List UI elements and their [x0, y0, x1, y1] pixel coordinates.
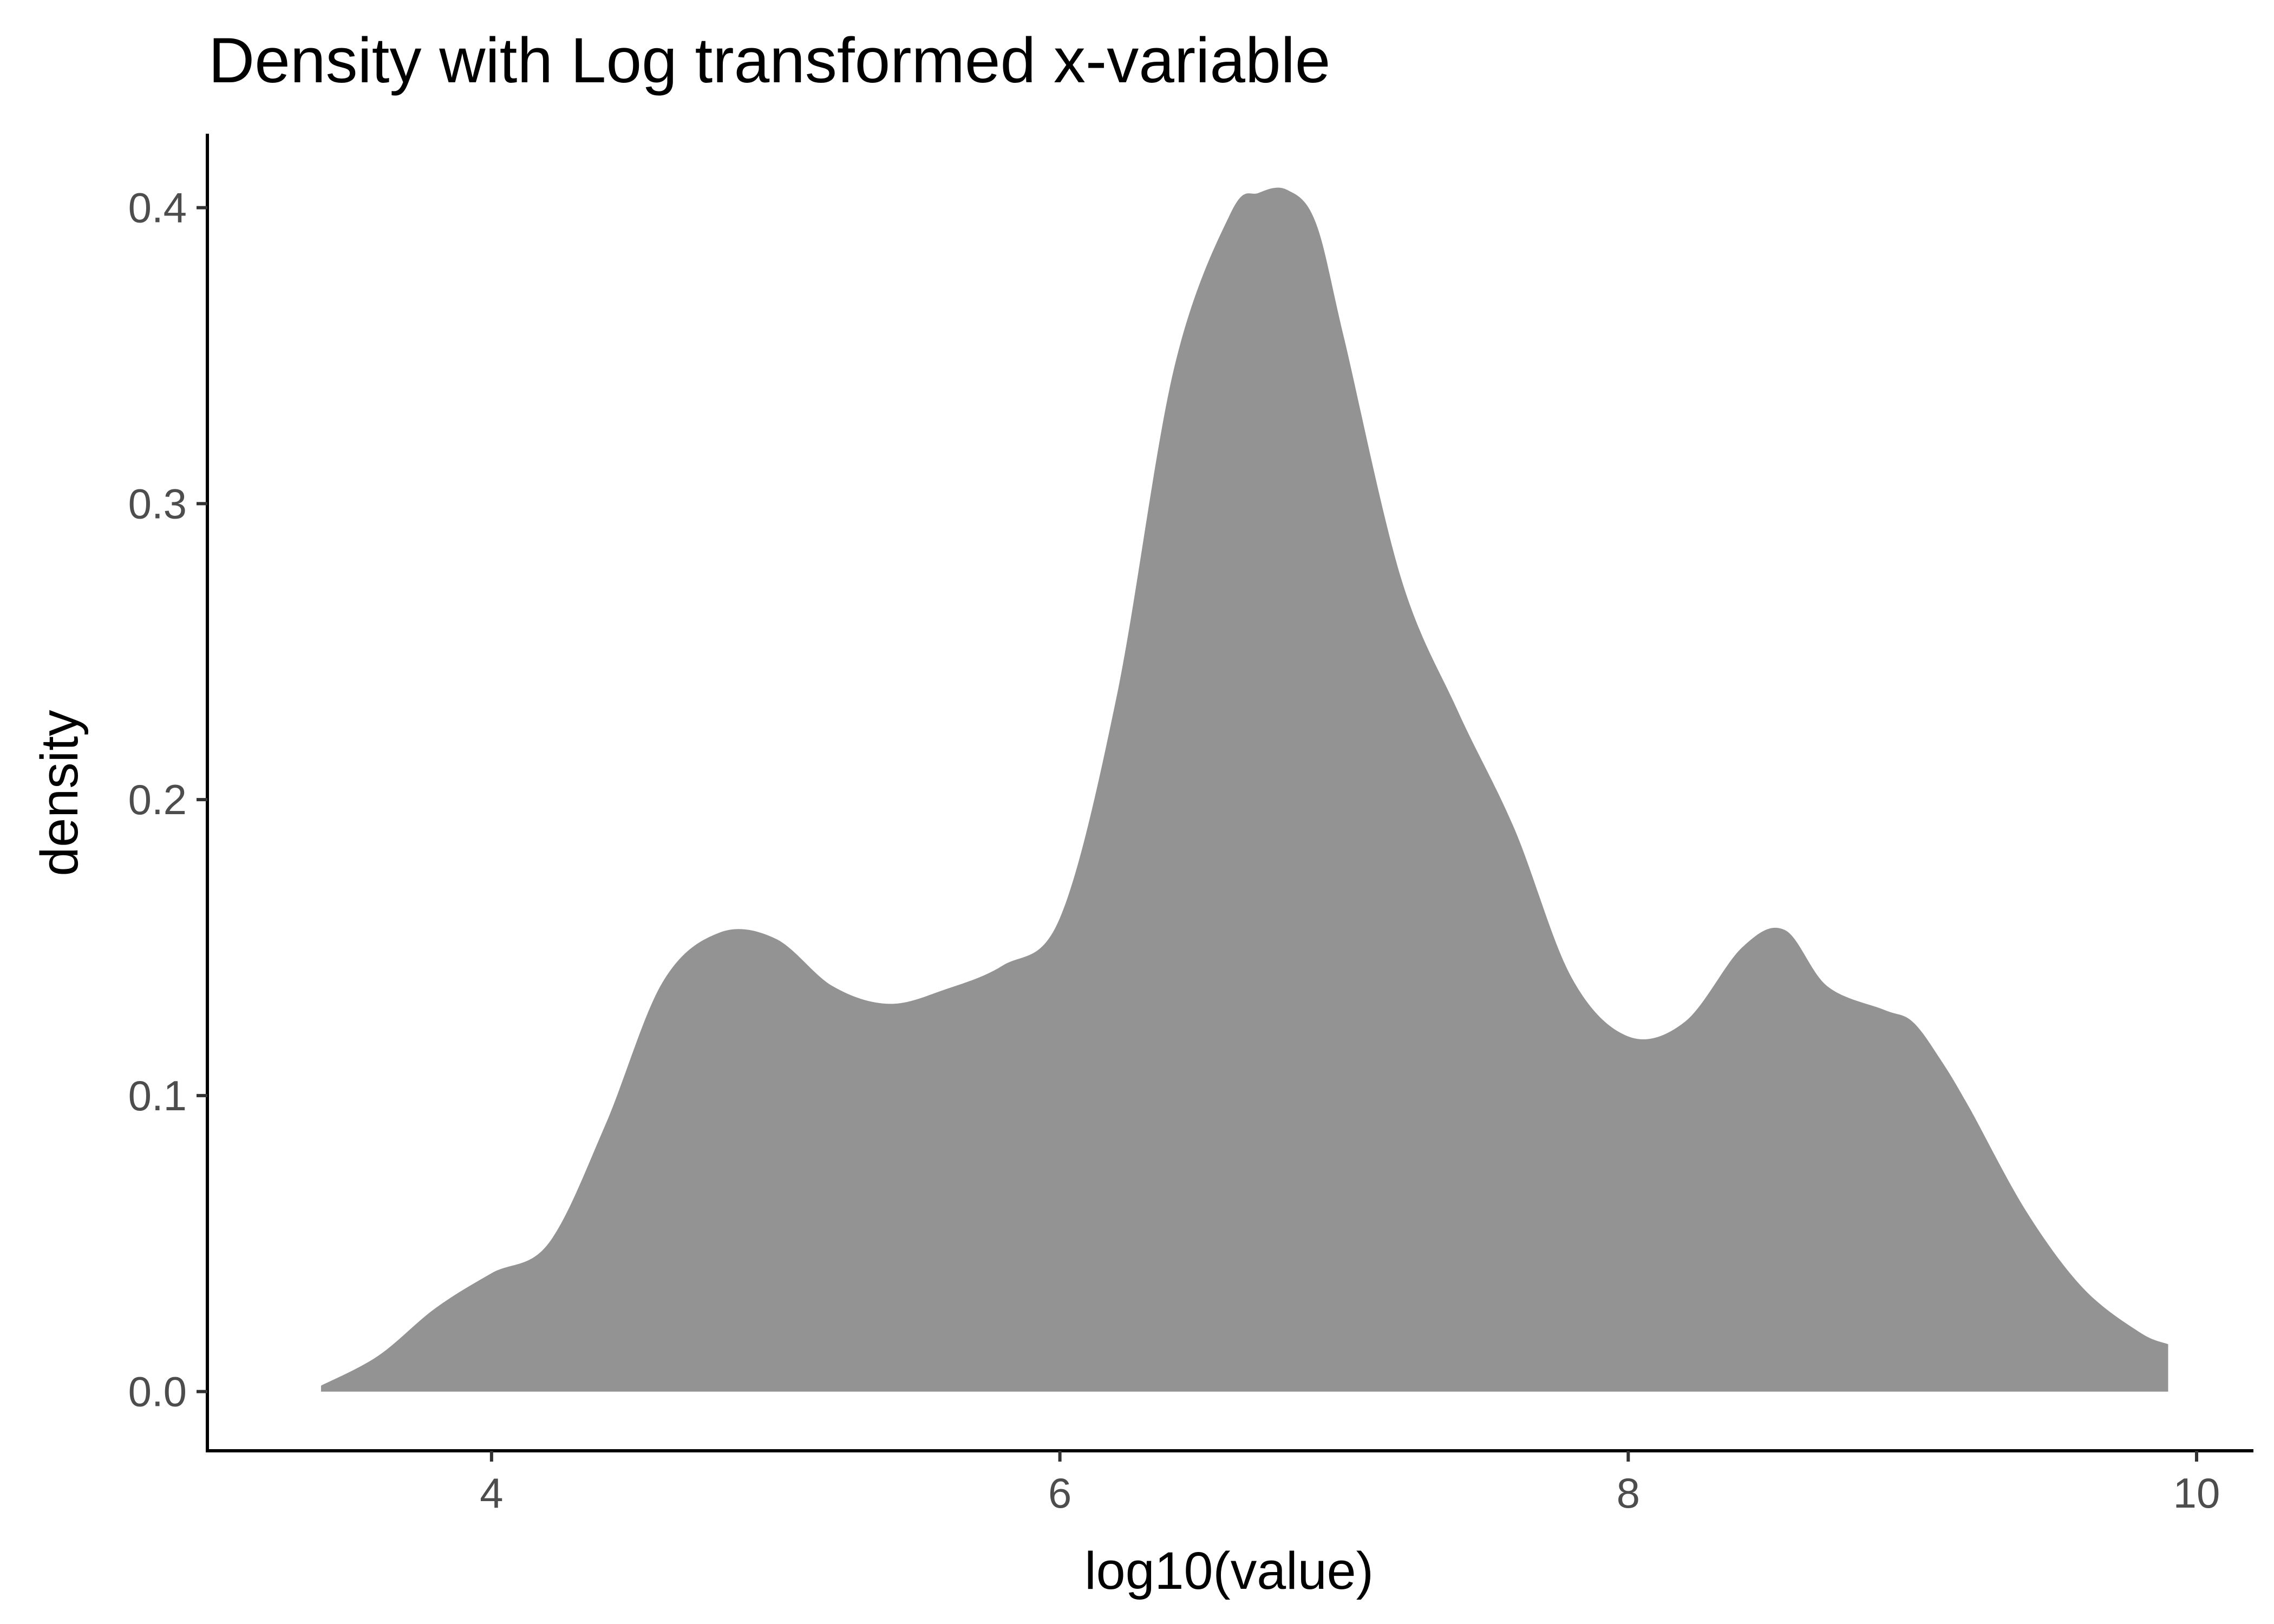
y-tick-label: 0.1 [128, 1072, 187, 1119]
x-axis-ticks: 4 6 8 10 [480, 1451, 2220, 1517]
density-area [321, 187, 2168, 1392]
plot-area [321, 187, 2168, 1392]
x-tick-label: 10 [2173, 1469, 2220, 1517]
x-tick-label: 4 [480, 1469, 503, 1517]
x-tick-label: 8 [1617, 1469, 1640, 1517]
y-axis-ticks: 0.0 0.1 0.2 0.3 0.4 [128, 184, 207, 1416]
chart-title: Density with Log transformed x-variable [208, 25, 1330, 96]
y-tick-label: 0.2 [128, 776, 187, 823]
y-axis-title: density [30, 710, 89, 876]
y-tick-label: 0.4 [128, 184, 187, 232]
x-axis-title: log10(value) [1084, 1541, 1374, 1600]
y-tick-label: 0.3 [128, 480, 187, 527]
x-tick-label: 6 [1048, 1469, 1071, 1517]
y-tick-label: 0.0 [128, 1368, 187, 1416]
